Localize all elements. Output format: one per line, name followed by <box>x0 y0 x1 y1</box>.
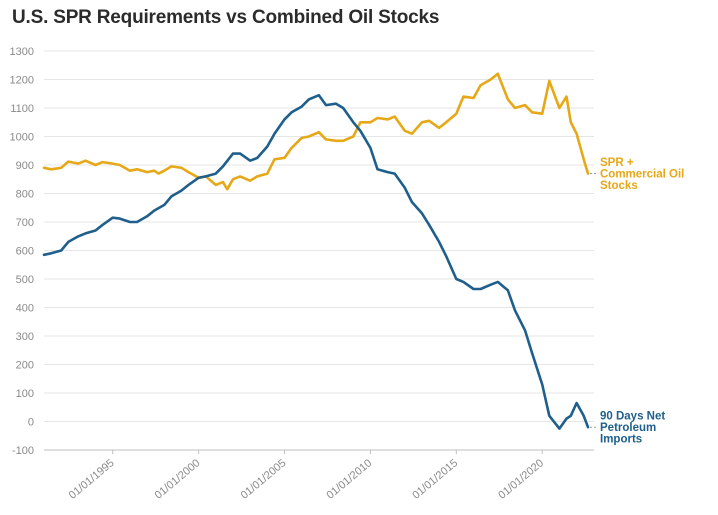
series-end-label: Stocks <box>600 180 638 192</box>
y-tick-label: 100 <box>16 388 34 400</box>
series-end-label: Petroleum <box>600 422 656 434</box>
y-tick-label: 900 <box>16 160 34 172</box>
series-line-net-imports <box>42 93 590 430</box>
series-end-label: Imports <box>600 434 642 446</box>
series-end-label: 90 Days Net <box>600 411 665 423</box>
series-end-label: Commercial Oil <box>600 169 684 181</box>
y-tick-label: 1100 <box>10 103 34 115</box>
y-tick-label: 700 <box>16 217 34 229</box>
y-tick-label: 1300 <box>10 46 34 58</box>
x-tick-label: 01/01/2000 <box>153 457 203 502</box>
x-axis-tick-labels: 01/01/1995 01/01/2000 01/01/2005 01/01/2010… <box>67 450 546 502</box>
x-tick-label: 01/01/2015 <box>410 457 460 502</box>
x-tick-label: 01/01/2005 <box>239 457 289 502</box>
series-line-spr-commercial <box>42 72 590 191</box>
y-tick-label: 200 <box>16 360 34 372</box>
y-tick-label: 600 <box>16 246 34 258</box>
series-end-label: SPR + <box>600 157 634 169</box>
gridlines <box>44 50 594 451</box>
chart-title: U.S. SPR Requirements vs Combined Oil St… <box>12 7 440 28</box>
y-tick-label: 400 <box>16 303 34 315</box>
y-tick-label: -100 <box>12 445 34 457</box>
y-axis-tick-labels: -100 0 100 200 300 400 500 600 700 800 900 1000 1100… <box>10 46 34 457</box>
y-tick-label: 0 <box>28 417 34 429</box>
y-tick-label: 800 <box>16 189 34 201</box>
x-tick-label: 01/01/1995 <box>67 457 117 502</box>
y-tick-label: 1200 <box>10 75 34 87</box>
series-lines <box>42 72 590 430</box>
x-tick-label: 01/01/2010 <box>324 457 374 502</box>
y-tick-label: 300 <box>16 331 34 343</box>
y-tick-label: 500 <box>16 274 34 286</box>
x-tick-label: 01/01/2020 <box>496 457 546 502</box>
y-tick-label: 1000 <box>10 132 34 144</box>
